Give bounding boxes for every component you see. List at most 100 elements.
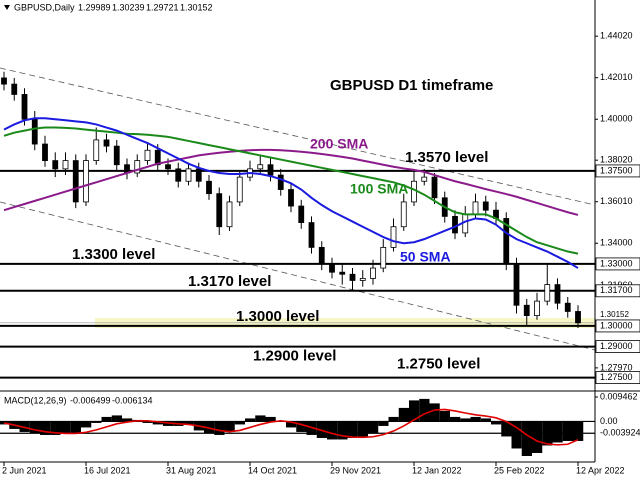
macd-tick-label: -0.003924 [600,428,640,438]
x-tick-label: 12 Apr 2022 [576,465,625,475]
level-annotation: 1.3000 level [236,308,319,325]
macd-bar [81,421,92,428]
candle-body [380,246,387,269]
candle-body [534,300,540,316]
macd-bar [419,398,430,422]
macd-bar [275,421,286,422]
candle-body [288,189,294,207]
candle-body [298,205,305,223]
chart-title: GBPUSD D1 timeframe [330,77,493,94]
macd-bar [122,418,133,422]
level-annotation: 1.3300 level [72,246,155,263]
ma-line [3,148,579,216]
candle-body [503,218,510,265]
macd-bar [40,421,51,435]
candle-body [472,201,479,215]
level-axis-label: 1.37500 [600,165,633,175]
macd-bar [562,421,573,441]
macd-bar [91,421,102,423]
macd-bar [378,421,389,426]
x-tick-label: 31 Aug 2021 [166,465,217,475]
header-icon [4,5,10,10]
candle-body [329,263,335,273]
macd-bar [224,421,235,432]
macd-bar [388,416,399,422]
level-label-box [595,257,640,271]
candle-body [144,149,151,161]
candle-body [482,201,489,211]
macd-bar [368,421,379,434]
macd-bar [573,421,584,441]
macd-bar [265,416,276,422]
macd-bar [357,421,368,437]
candle-body [21,94,28,120]
ma-label: 100 SMA [350,181,408,197]
candle-body [206,180,212,195]
macd-bar [429,403,440,422]
candle-body [72,160,79,203]
header-value: 1.30152 [180,2,213,12]
candle-body [226,201,233,228]
candle-body [564,302,571,312]
candle-body [165,164,171,170]
candle-body [308,222,315,248]
y-tick-label: 1.42010 [600,72,633,82]
macd-bar [214,421,225,435]
macd-bar [296,421,307,432]
candle-body [349,273,356,281]
header-value: 1.29721 [146,2,179,12]
ma-label: 50 SMA [400,249,451,265]
x-tick-label: 2 Jun 2021 [2,465,47,475]
x-tick-label: 16 Jul 2021 [84,465,131,475]
macd-tick-label: 0.00 [600,416,618,426]
macd-bar [111,415,122,422]
candle-body [431,176,438,199]
macd-bar [511,421,522,449]
macd-bar [337,421,348,440]
candle-body [370,267,376,279]
candle-body [52,160,59,170]
candle-body [113,145,120,166]
macd-bar [50,421,61,435]
candle-body [175,168,182,182]
level-annotation: 1.2900 level [253,348,336,365]
level-label-box [595,284,640,298]
macd-tick-label: 0.009462 [600,391,638,401]
candle-body [42,143,48,161]
macd-bar [152,421,163,425]
macd-bar [542,421,553,446]
candle-body [1,77,7,85]
y-tick-label: 1.34000 [600,238,633,248]
level-label-box [595,340,640,353]
candle-body [83,160,89,203]
candle-body [462,213,469,234]
level-annotation: 1.2750 level [397,356,480,373]
level-axis-label: 1.30000 [600,320,633,330]
candle-body [195,168,202,182]
ma-label: 200 SMA [310,136,368,152]
x-tick-label: 25 Feb 2022 [494,465,545,475]
level-annotation: 1.3170 level [188,273,271,290]
candle-body [421,176,428,182]
level-axis-label: 1.31700 [600,285,633,295]
y-tick-label: 1.44020 [600,31,633,41]
x-tick-label: 14 Oct 2021 [248,465,297,475]
macd-bar [286,421,297,428]
macd-bar [439,410,450,422]
macd-bar [521,421,532,456]
macd-bar [347,421,358,438]
macd-bar [532,421,543,453]
macd-bar [470,416,481,422]
y-tick-label: 1.36010 [600,196,633,206]
macd-bar [480,418,491,422]
candle-body [339,271,346,275]
y-tick-label: 1.40000 [600,114,633,124]
candle-body [390,226,397,248]
macd-bar [491,421,502,425]
macd-bar [70,421,81,434]
candle-body [134,160,141,174]
macd-bar [183,421,194,425]
macd-bar [409,400,420,422]
macd-bar [327,421,338,440]
